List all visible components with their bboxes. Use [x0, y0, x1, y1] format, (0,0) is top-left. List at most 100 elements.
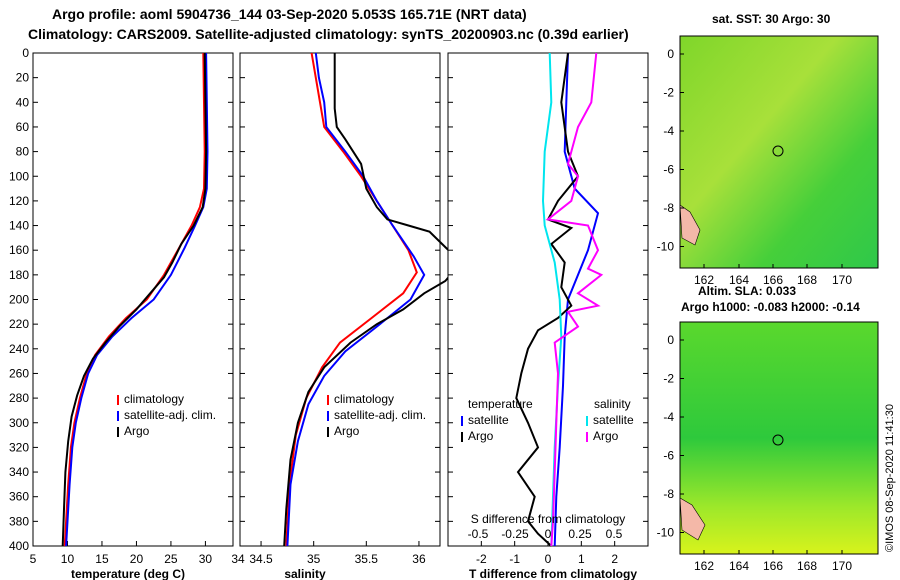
- y-tick-label: 120: [9, 194, 29, 208]
- x-axis-label: temperature (deg C): [71, 567, 185, 580]
- legend-entry: satellite-adj. clim.: [334, 408, 426, 422]
- x-tick-label: 0: [545, 552, 552, 566]
- y-tick-label: 220: [9, 317, 29, 331]
- y-tick-label: 360: [9, 490, 29, 504]
- series-line-argo: [283, 53, 463, 547]
- y-tick-label: 0: [22, 46, 29, 60]
- map-x-tick-label: 170: [832, 559, 852, 573]
- map-y-tick-label: 0: [667, 47, 674, 61]
- x-tick-label: -2: [476, 552, 487, 566]
- sst-map: [679, 35, 879, 555]
- plot-panel-3: -2 -1 0 1 2T difference from climatology temp…: [447, 52, 649, 580]
- y-tick-label: 60: [16, 120, 30, 134]
- x-tick-label: 2: [611, 552, 618, 566]
- legend-entry: satellite-adj. clim.: [124, 408, 216, 422]
- map-y-tick-label: -2: [663, 372, 674, 386]
- legend-entry: Argo: [468, 429, 494, 443]
- top-tick-label: 0.25: [568, 527, 592, 541]
- y-tick-label: 200: [9, 293, 29, 307]
- x-tick-label: 34.5: [249, 552, 273, 566]
- plot-frame: [447, 52, 649, 547]
- map-y-tick-label: -4: [663, 124, 674, 138]
- island-shape: [679, 204, 701, 246]
- map-x-tick-label: 162: [694, 273, 714, 287]
- sst-map-title: sat. SST: 30 Argo: 30: [712, 12, 831, 26]
- top-tick-label: 0.5: [606, 527, 623, 541]
- legend-title-right: salinity: [594, 397, 631, 411]
- legend-title-left: temperature: [468, 397, 533, 411]
- map-x-tick-label: 162: [694, 559, 714, 573]
- map-y-tick-label: -10: [657, 240, 675, 254]
- timestamp: ©IMOS 08-Sep-2020 11:41:30: [884, 404, 896, 552]
- series-line-t-argo: [515, 52, 580, 547]
- map-y-tick-label: -6: [663, 449, 674, 463]
- title-line-2: Climatology: CARS2009. Satellite-adjuste…: [28, 26, 629, 42]
- series-line-argo: [61, 52, 208, 547]
- map-y-tick-label: -2: [663, 86, 674, 100]
- y-tick-label: 20: [16, 71, 30, 85]
- legend-entry: Argo: [124, 424, 150, 438]
- y-tick-label: 180: [9, 268, 29, 282]
- series-line-t-satellite: [553, 52, 600, 547]
- map-x-tick-label: 168: [797, 273, 817, 287]
- plot-frame: [239, 52, 441, 547]
- map-x-tick-label: 168: [797, 559, 817, 573]
- legend-entry: Argo: [334, 424, 360, 438]
- y-tick-label: 40: [16, 95, 30, 109]
- series-line-satellite-adj--clim-: [286, 52, 426, 547]
- series-line-climatology: [63, 52, 206, 547]
- float-marker-2: [772, 434, 784, 446]
- legend-entry: Argo: [593, 429, 619, 443]
- series-line-s-argo: [545, 52, 604, 547]
- x-tick-label: 15: [95, 552, 109, 566]
- legend-entry: climatology: [124, 392, 184, 406]
- map-x-tick-label: 170: [832, 273, 852, 287]
- x-tick-label: 20: [130, 552, 144, 566]
- y-tick-label: 340: [9, 465, 29, 479]
- top-tick-label: 0: [545, 527, 552, 541]
- plot-panel-1: 0 20 40 60 80 100 120 140 160 180 200 220 240 260 280 3…: [9, 46, 245, 580]
- top-tick-label: -0.5: [468, 527, 489, 541]
- y-tick-label: 400: [9, 539, 29, 553]
- series-line-satellite-adj--clim-: [65, 52, 209, 547]
- x-tick-label: 34: [231, 552, 245, 566]
- x-tick-label: 36: [412, 552, 426, 566]
- x-tick-label: -1: [509, 552, 520, 566]
- map-x-tick-label: 166: [763, 559, 783, 573]
- legend-entry: satellite: [593, 413, 634, 427]
- map-y-tick-label: -8: [663, 201, 674, 215]
- map-y-tick-label: -6: [663, 163, 674, 177]
- y-tick-label: 280: [9, 391, 29, 405]
- legend-entry: climatology: [334, 392, 394, 406]
- y-tick-label: 320: [9, 440, 29, 454]
- x-axis-label: T difference from climatology: [469, 567, 637, 580]
- y-tick-label: 160: [9, 243, 29, 257]
- x-axis-label: salinity: [284, 567, 326, 580]
- x-tick-label: 30: [199, 552, 213, 566]
- y-tick-label: 240: [9, 342, 29, 356]
- x-tick-label: 10: [61, 552, 75, 566]
- title-line-1: Argo profile: aoml 5904736_144 03-Sep-20…: [52, 6, 527, 22]
- top-axis-label: S difference from climatology: [471, 512, 626, 526]
- map-y-tick-label: -8: [663, 487, 674, 501]
- plot-frame: [32, 52, 234, 547]
- h-title: Argo h1000: -0.083 h2000: -0.14: [681, 300, 860, 314]
- map-y-tick-label: -4: [663, 410, 674, 424]
- x-tick-label: 25: [164, 552, 178, 566]
- x-tick-label: 5: [30, 552, 37, 566]
- map-x-tick-label: 166: [763, 273, 783, 287]
- map-y-tick-label: -10: [657, 526, 675, 540]
- y-tick-label: 140: [9, 219, 29, 233]
- y-tick-label: 380: [9, 514, 29, 528]
- float-marker-1: [772, 145, 784, 157]
- island-shape: [679, 497, 706, 541]
- top-tick-label: -0.25: [501, 527, 529, 541]
- y-tick-label: 80: [16, 145, 30, 159]
- x-tick-label: 35.5: [355, 552, 379, 566]
- y-tick-label: 100: [9, 169, 29, 183]
- legend-entry: satellite: [468, 413, 509, 427]
- y-tick-label: 260: [9, 366, 29, 380]
- plot-panel-2: 34.5 35 35.5 36 salinity climatology satellite…: [239, 52, 463, 580]
- y-tick-label: 300: [9, 416, 29, 430]
